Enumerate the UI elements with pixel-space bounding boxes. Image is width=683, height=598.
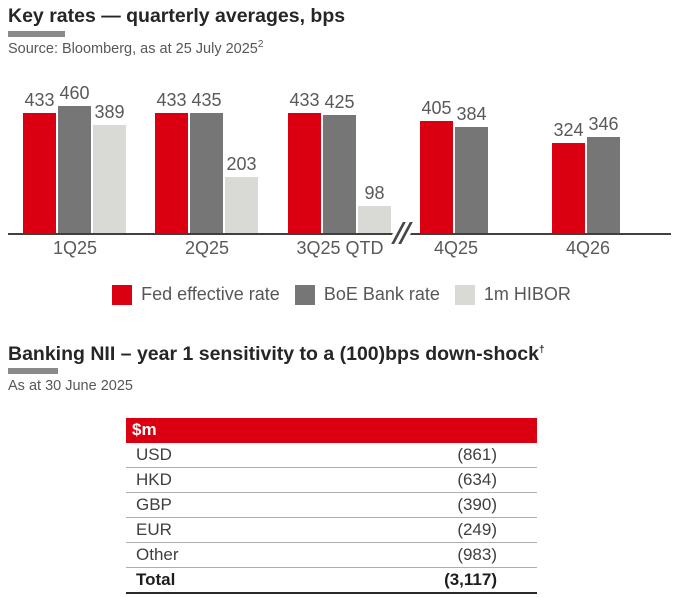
currency-cell: HKD <box>126 467 332 493</box>
x-axis-label: 2Q25 <box>184 238 230 258</box>
bar-fed-effective-rate: 433 <box>155 90 188 233</box>
bar-value-label: 433 <box>24 90 55 110</box>
bar-group-4q25: 405 384 <box>420 98 488 233</box>
table-header-cell: $m <box>126 418 537 443</box>
value-cell: (983) <box>331 542 537 568</box>
key-rates-bar-chart: 433 460 389 433 435 203 433 425 98 405 384 324 346 <box>0 83 683 244</box>
nii-table-title: Banking NII – year 1 sensitivity to a (1… <box>8 343 545 366</box>
table-row: USD (861) <box>126 443 537 468</box>
bar-value-label: 433 <box>156 90 187 110</box>
nii-subtitle: As at 30 June 2025 <box>8 378 133 394</box>
bar-boe-bank-rate: 384 <box>455 104 488 233</box>
x-axis-label: 3Q25 QTD <box>296 238 384 258</box>
bar-group-4q26: 324 346 <box>552 114 620 233</box>
currency-cell: Other <box>126 542 332 568</box>
table-header-row: $m <box>126 418 537 443</box>
rates-chart-title: Key rates — quarterly averages, bps <box>8 5 345 28</box>
legend-swatch <box>294 284 315 305</box>
legend-swatch <box>454 284 475 305</box>
currency-cell: USD <box>126 443 332 468</box>
x-axis-label: 4Q25 <box>433 238 479 258</box>
x-axis-label: 4Q26 <box>565 238 611 258</box>
legend-swatch <box>112 284 133 305</box>
table-total-row: Total (3,117) <box>126 567 537 594</box>
currency-cell: GBP <box>126 492 332 518</box>
value-cell: (634) <box>331 467 537 493</box>
table-row: EUR (249) <box>126 517 537 543</box>
bar-group-1q25: 433 460 389 <box>23 83 126 233</box>
rates-source-note: Source: Bloomberg, as at 25 July 20252 <box>8 39 264 57</box>
bar-fed-effective-rate: 433 <box>288 90 321 233</box>
bar-value-label: 203 <box>226 154 257 174</box>
table-row: Other (983) <box>126 542 537 568</box>
legend-item-1m-hibor: 1m HIBOR <box>454 284 571 305</box>
bar-1m-hibor: 203 <box>225 154 258 233</box>
legend-item-boe-bank-rate: BoE Bank rate <box>294 284 440 305</box>
bar-fed-effective-rate: 324 <box>552 120 585 233</box>
bar-value-label: 384 <box>456 104 487 124</box>
bar-value-label: 389 <box>94 102 125 122</box>
bar-fed-effective-rate: 433 <box>23 90 56 233</box>
title-keyline <box>8 31 65 37</box>
bar-value-label: 425 <box>324 92 355 112</box>
nii-sensitivity-table: $m USD (861) HKD (634) GBP (390) EUR (249) Other… <box>126 418 537 594</box>
bar-group-2q25: 433 435 203 <box>155 90 258 233</box>
chart-legend: Fed effective rate BoE Bank rate 1m HIBOR <box>0 284 683 305</box>
legend-item-fed-effective-rate: Fed effective rate <box>112 284 280 305</box>
x-axis-label: 1Q25 <box>52 238 98 258</box>
value-cell: (249) <box>331 517 537 543</box>
table-row: HKD (634) <box>126 467 537 493</box>
bar-boe-bank-rate: 435 <box>190 90 223 233</box>
bar-value-label: 433 <box>289 90 320 110</box>
rates-chart-title-text: Key rates — quarterly averages, bps <box>8 5 346 27</box>
nii-table-title-text: Banking NII – year 1 sensitivity to a (1… <box>8 343 539 365</box>
x-axis-line <box>8 233 671 235</box>
value-cell: (3,117) <box>331 567 537 594</box>
value-cell: (390) <box>331 492 537 518</box>
bar-value-label: 460 <box>59 83 90 103</box>
title-keyline <box>8 368 58 374</box>
bar-value-label: 98 <box>364 183 385 203</box>
legend-label: Fed effective rate <box>141 284 280 304</box>
x-axis-labels: 1Q25 2Q25 3Q25 QTD 4Q25 4Q26 <box>0 238 683 262</box>
currency-cell: Total <box>126 567 332 594</box>
bar-fed-effective-rate: 405 <box>420 98 453 233</box>
bar-value-label: 435 <box>191 90 222 110</box>
bar-1m-hibor: 98 <box>358 183 391 233</box>
table-row: GBP (390) <box>126 492 537 518</box>
currency-cell: EUR <box>126 517 332 543</box>
legend-label: 1m HIBOR <box>483 284 571 304</box>
bar-boe-bank-rate: 460 <box>58 83 91 233</box>
bar-boe-bank-rate: 425 <box>323 92 356 233</box>
bar-value-label: 346 <box>588 114 619 134</box>
value-cell: (861) <box>331 443 537 468</box>
rates-source-text: Source: Bloomberg, as at 25 July 2025 <box>8 41 258 57</box>
nii-title-superscript: † <box>539 344 545 356</box>
bar-1m-hibor: 389 <box>93 102 126 233</box>
bar-value-label: 324 <box>553 120 584 140</box>
legend-label: BoE Bank rate <box>323 284 440 304</box>
bar-value-label: 405 <box>421 98 452 118</box>
rates-source-superscript: 2 <box>257 39 264 51</box>
bar-group-3q25-qtd: 433 425 98 <box>288 90 391 233</box>
bar-boe-bank-rate: 346 <box>587 114 620 233</box>
